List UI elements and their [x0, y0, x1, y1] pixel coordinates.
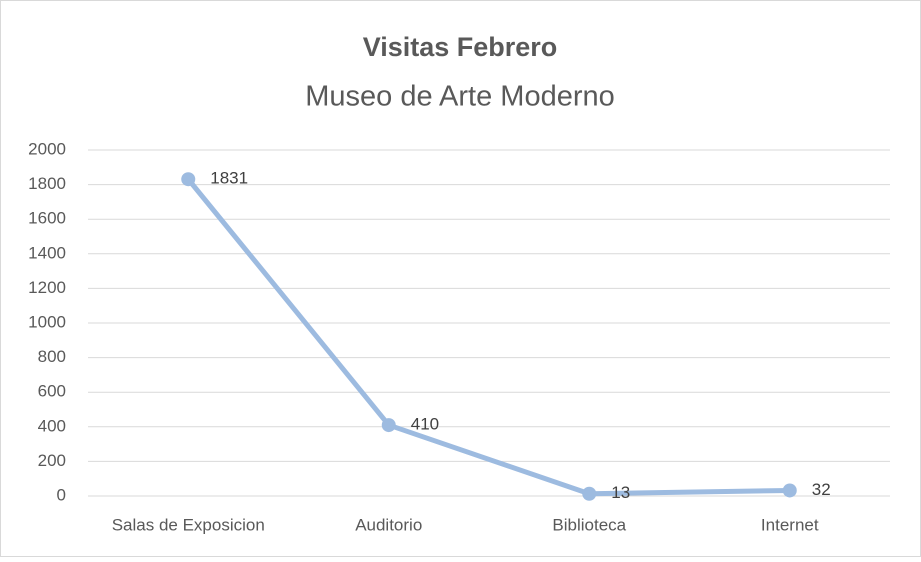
marker: [582, 486, 597, 501]
marker: [381, 418, 396, 433]
x-tick-label: Auditorio: [355, 515, 422, 534]
marker: [181, 172, 196, 187]
data-label: 32: [812, 480, 831, 499]
y-tick-label: 1200: [28, 278, 66, 297]
y-tick-label: 2000: [28, 139, 66, 158]
y-tick-label: 200: [38, 451, 66, 470]
line: [186, 177, 790, 497]
chart-title: Visitas Febrero: [363, 32, 558, 62]
data-label: 410: [411, 415, 439, 434]
y-tick-label: 400: [38, 416, 66, 435]
data-label: 1831: [210, 169, 248, 188]
y-tick-label: 800: [38, 347, 66, 366]
y-tick-label: 1600: [28, 209, 66, 228]
y-tick-label: 1400: [28, 243, 66, 262]
x-tick-label: Internet: [761, 515, 819, 534]
y-tick-label: 1800: [28, 174, 66, 193]
data-label: 13: [611, 483, 630, 502]
y-tick-label: 0: [57, 485, 66, 504]
x-tick-label: Biblioteca: [552, 515, 626, 534]
marker: [782, 483, 797, 498]
chart-subtitle: Museo de Arte Moderno: [305, 81, 615, 113]
y-tick-label: 1000: [28, 312, 66, 331]
y-tick-label: 600: [38, 382, 66, 401]
x-tick-label: Salas de Exposicion: [112, 515, 265, 534]
